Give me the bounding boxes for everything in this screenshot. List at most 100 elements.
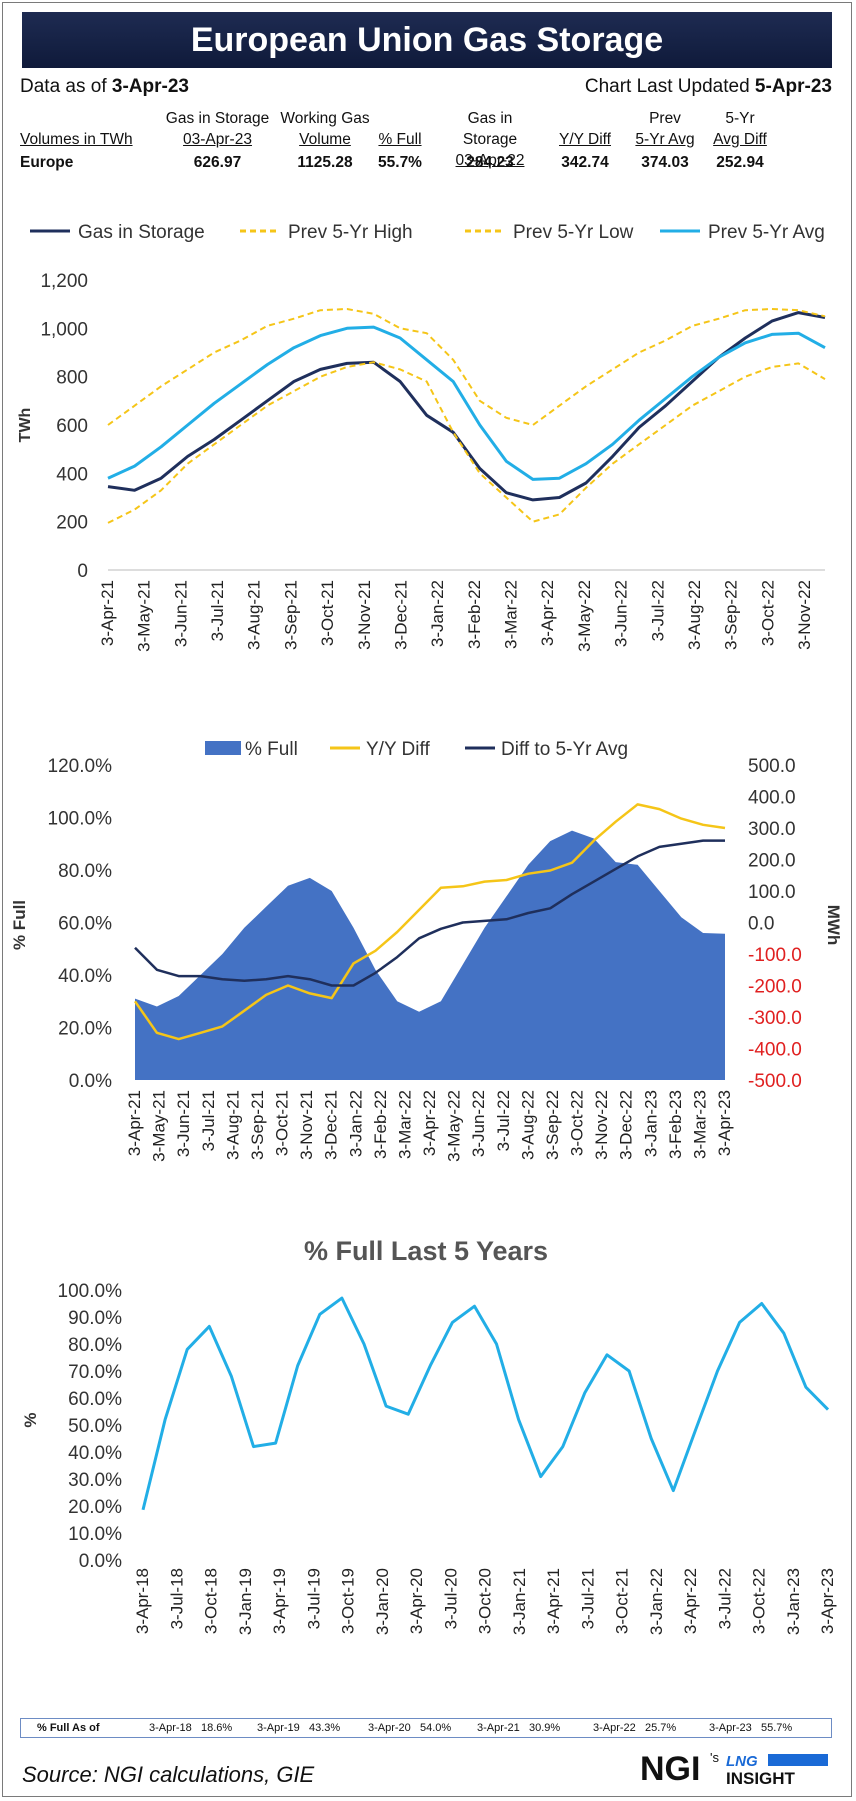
summary-cell-6: 374.03	[641, 154, 689, 171]
y-tick-label: 40.0%	[68, 1443, 122, 1464]
y-left-tick-label: 60.0%	[58, 914, 112, 935]
x-tick-label: 3-Jan-21	[510, 1568, 529, 1635]
y-right-tick-label: 500.0	[748, 756, 796, 777]
summary-header-bottom: 5-Yr Avg	[635, 131, 695, 148]
x-tick-label: 3-May-22	[575, 580, 594, 652]
y-left-tick-label: 40.0%	[58, 966, 112, 987]
y-right-tick-label: 300.0	[748, 819, 796, 840]
y-right-tick-label: -500.0	[748, 1071, 802, 1092]
series-line	[107, 361, 826, 524]
x-tick-label: 3-Apr-22	[538, 580, 557, 646]
full-as-of-date: 3-Apr-21	[477, 1722, 520, 1734]
y-left-tick-label: 100.0%	[48, 809, 113, 830]
chart-updated-label: Chart Last Updated	[584, 76, 750, 97]
series-line	[141, 1296, 830, 1511]
y-right-tick-label: 400.0	[748, 788, 796, 809]
y-tick-label: 0	[77, 561, 88, 582]
x-tick-label: 3-Apr-21	[125, 1090, 144, 1156]
y-left-tick-label: 20.0%	[58, 1019, 112, 1040]
full-as-of-date: 3-Apr-23	[709, 1722, 752, 1734]
summary-header-top: Gas in Storage	[462, 110, 518, 148]
x-tick-label: 3-Oct-21	[318, 580, 337, 646]
y-tick-label: 600	[56, 416, 88, 437]
series-line	[134, 839, 725, 987]
legend-label: Prev 5-Yr Avg	[708, 222, 825, 243]
summary-header-7: 5-Yr Avg Diff	[710, 108, 770, 150]
y-left-tick-label: 120.0%	[48, 756, 113, 777]
source-note: Source: NGI calculations, GIE	[22, 1762, 315, 1787]
full-as-of-value: 18.6%	[201, 1722, 233, 1734]
y-right-axis-title: MWh	[824, 905, 843, 946]
legend-label: Gas in Storage	[78, 222, 205, 243]
full-as-of-date: 3-Apr-20	[368, 1722, 411, 1734]
x-tick-label: 3-Jul-22	[648, 580, 667, 641]
data-as-of: Data as of 3-Apr-23	[20, 76, 189, 98]
series-line	[107, 325, 826, 481]
x-tick-label: 3-Oct-22	[750, 1568, 769, 1634]
summary-header-2: Working Gas Volume	[275, 108, 375, 150]
chart-updated: Chart Last Updated 5-Apr-23	[585, 76, 832, 98]
legend-swatch	[205, 741, 241, 755]
x-tick-label: 3-Jun-22	[469, 1090, 488, 1157]
chart-title: % Full Last 5 Years	[304, 1236, 548, 1266]
summary-header-1: Gas in Storage 03-Apr-23	[165, 108, 270, 150]
full-as-of-value: 25.7%	[645, 1722, 677, 1734]
y-left-tick-label: 80.0%	[58, 861, 112, 882]
x-tick-label: 3-Jul-19	[304, 1568, 323, 1629]
x-tick-label: 3-Jan-22	[428, 580, 447, 647]
summary-header-3: % Full	[370, 108, 430, 150]
five-year-chart: % Full Last 5 Years 0.0% 10.0% 20.0% 30.0% 40…	[21, 1236, 837, 1635]
page-title: European Union Gas Storage	[22, 12, 832, 68]
x-tick-label: 3-Aug-22	[518, 1090, 537, 1160]
summary-header-bottom: 03-Apr-23	[183, 131, 252, 148]
series-line	[107, 308, 826, 426]
x-tick-label: 3-Aug-21	[223, 1090, 242, 1160]
summary-header-top: Prev	[649, 110, 681, 127]
full-as-of-value: 54.0%	[420, 1722, 452, 1734]
summary-header-top: Working Gas	[280, 110, 370, 127]
full-as-of-date: 3-Apr-19	[257, 1722, 300, 1734]
summary-header-bottom: Volume	[299, 131, 351, 148]
legend-label: Diff to 5-Yr Avg	[501, 739, 628, 760]
y-right-tick-label: -200.0	[748, 977, 802, 998]
y-right-tick-label: -400.0	[748, 1040, 802, 1061]
summary-header-top	[550, 108, 620, 129]
y-left-tick-label: 0.0%	[69, 1071, 112, 1092]
x-tick-label: 3-Nov-21	[355, 580, 374, 650]
summary-header-bottom: % Full	[378, 131, 422, 148]
y-tick-label: 100.0%	[58, 1281, 123, 1302]
x-tick-label: 3-Mar-22	[502, 580, 521, 649]
logo-lng: LNG	[726, 1753, 758, 1770]
y-tick-label: 200	[56, 513, 88, 534]
x-tick-label: 3-Apr-22	[420, 1090, 439, 1156]
summary-cell-3: 55.7%	[378, 154, 422, 171]
full-as-of-label: % Full As of	[37, 1722, 100, 1734]
full-as-of-date: 3-Apr-22	[593, 1722, 636, 1734]
x-tick-label: 3-Jun-21	[174, 1090, 193, 1157]
x-tick-label: 3-Oct-22	[758, 580, 777, 646]
x-tick-label: 3-Jun-21	[171, 580, 190, 647]
summary-header-0: Volumes in TWh	[20, 108, 140, 150]
summary-cell-2: 1125.28	[297, 154, 353, 171]
summary-cell-5: 342.74	[561, 154, 609, 171]
y-left-axis-title: % Full	[10, 900, 29, 950]
y-tick-label: 50.0%	[68, 1416, 122, 1437]
x-tick-label: 3-Oct-22	[568, 1090, 587, 1156]
x-tick-label: 3-Apr-20	[407, 1568, 426, 1634]
summary-header-bottom: Volumes in TWh	[20, 131, 133, 148]
summary-header-bottom: 03-Apr-22	[455, 152, 525, 169]
x-tick-label: 3-Apr-23	[818, 1568, 837, 1634]
x-tick-label: 3-Jun-22	[612, 580, 631, 647]
x-tick-label: 3-Jan-22	[647, 1568, 666, 1635]
x-tick-label: 3-Nov-22	[795, 580, 814, 650]
storage-chart: Gas in Storage Prev 5-Yr High Prev 5-Yr Lo…	[17, 222, 826, 652]
y-right-tick-label: 0.0	[748, 914, 774, 935]
x-tick-label: 3-Oct-21	[273, 1090, 292, 1156]
full-as-of-value: 30.9%	[529, 1722, 561, 1734]
x-tick-label: 3-May-21	[150, 1090, 169, 1162]
x-tick-label: 3-Oct-20	[476, 1568, 495, 1634]
legend-label: Prev 5-Yr High	[288, 222, 413, 243]
x-tick-label: 3-May-22	[445, 1090, 464, 1162]
x-tick-label: 3-Mar-23	[690, 1090, 709, 1159]
x-tick-label: 3-Jan-20	[373, 1568, 392, 1635]
